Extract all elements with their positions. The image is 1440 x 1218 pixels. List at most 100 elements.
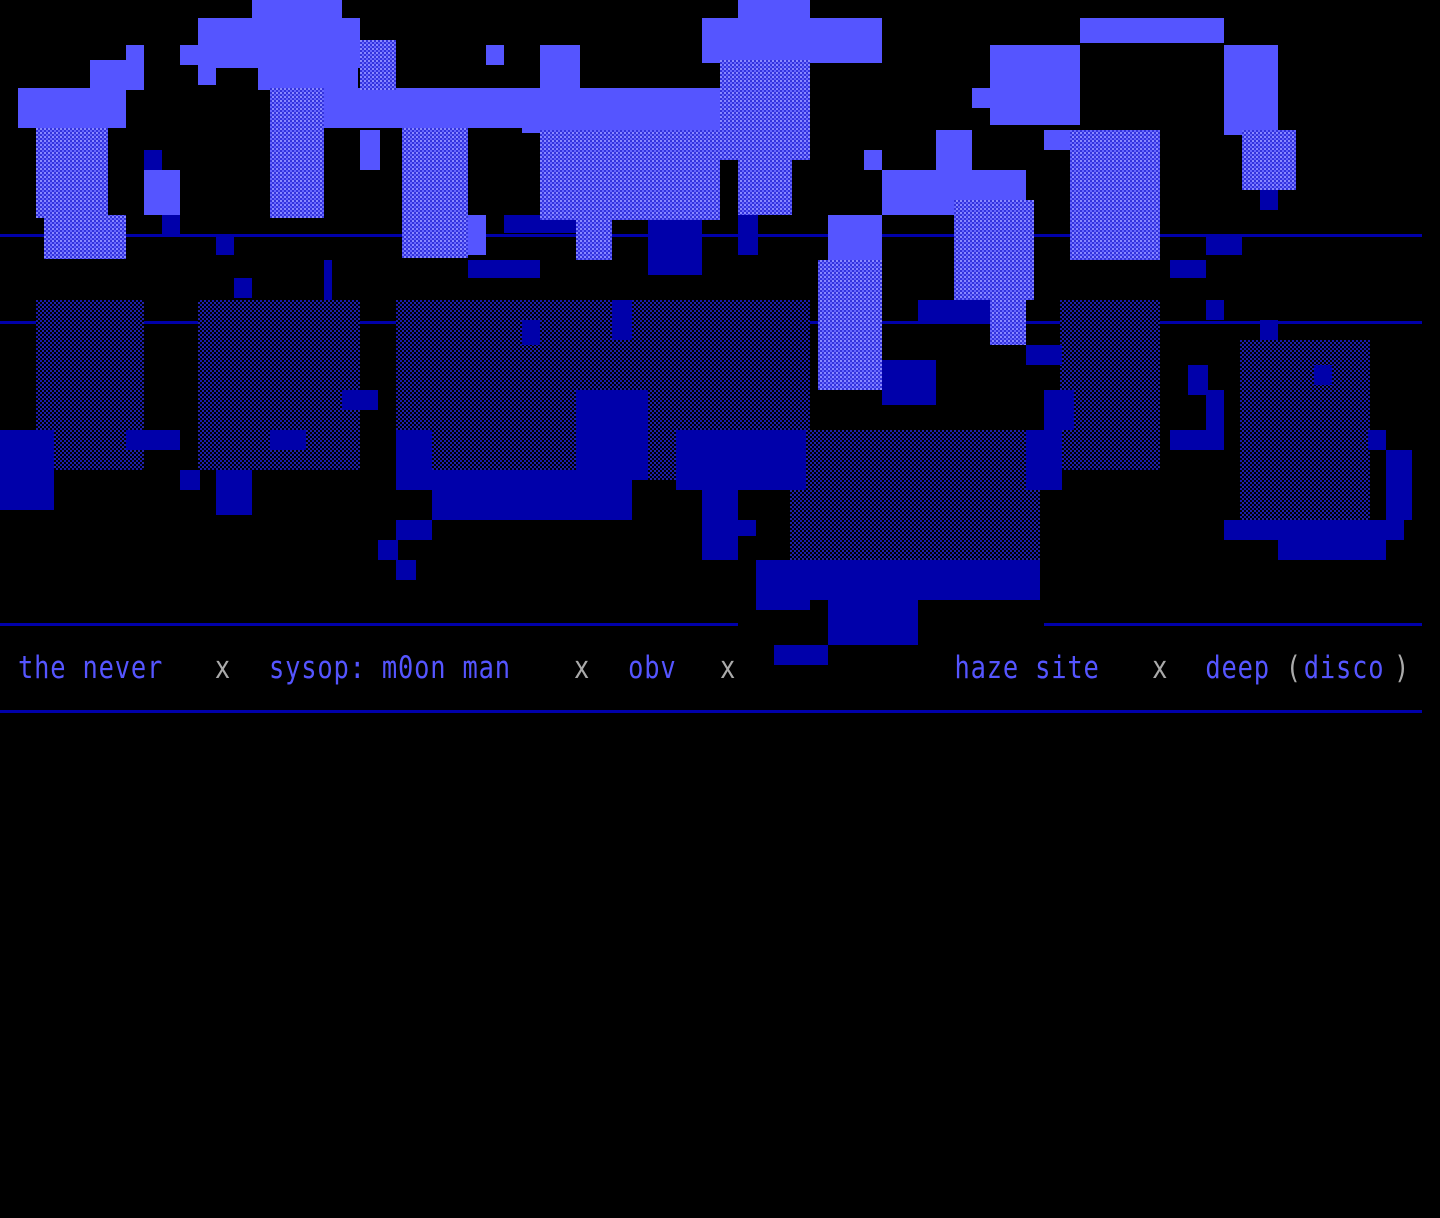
art-block: [1170, 430, 1206, 450]
art-block: [468, 215, 486, 255]
separator: x: [1152, 650, 1169, 686]
art-block: [1170, 260, 1206, 278]
art-block: [1080, 18, 1224, 43]
art-block: [126, 430, 180, 450]
art-block: [36, 128, 108, 218]
art-block: [378, 540, 398, 560]
art-block: [1240, 340, 1370, 520]
art-block: [360, 40, 396, 90]
art-block: [990, 45, 1080, 125]
art-block: [234, 278, 252, 298]
art-block: [162, 215, 180, 235]
art-block: [954, 200, 1034, 300]
art-block: [972, 88, 1008, 108]
art-block: [1224, 45, 1278, 135]
art-block: [396, 520, 432, 540]
art-block: [1368, 430, 1386, 450]
art-block: [648, 215, 702, 275]
art-block: [216, 470, 252, 515]
credit-sysop: sysop: m0on man: [268, 650, 511, 686]
art-block: [612, 300, 632, 340]
art-block: [270, 88, 324, 218]
art-block: [738, 215, 758, 255]
art-block: [738, 160, 792, 215]
credit-haze-site: haze site: [954, 650, 1100, 686]
art-block: [0, 234, 1422, 237]
art-block: [990, 290, 1026, 345]
art-block: [270, 430, 306, 450]
art-block: [0, 710, 1422, 713]
separator: x: [574, 650, 591, 686]
credit-deep: deep: [1205, 650, 1270, 686]
separator: x: [719, 650, 737, 686]
art-block: [144, 150, 162, 175]
paren-close: ): [1394, 650, 1411, 686]
art-block: [522, 320, 540, 345]
art-block: [1044, 130, 1074, 150]
art-block: [198, 18, 360, 68]
art-block: [774, 645, 828, 665]
credit-the-never: the never: [18, 650, 164, 686]
art-block: [1060, 300, 1160, 470]
art-block: [1026, 345, 1062, 365]
art-block: [324, 260, 332, 300]
art-block: [810, 560, 1040, 600]
credit-obv: obv: [628, 650, 677, 686]
art-block: [1026, 430, 1062, 490]
art-block: [738, 0, 810, 20]
art-block: [540, 130, 720, 220]
art-block: [1224, 520, 1404, 540]
art-block: [756, 560, 810, 610]
art-block: [882, 360, 936, 405]
art-block: [522, 88, 720, 133]
art-block: [1206, 300, 1224, 320]
art-block: [702, 18, 882, 63]
art-block: [828, 600, 918, 645]
art-block: [0, 430, 54, 510]
art-block: [180, 45, 198, 65]
art-block: [258, 60, 358, 90]
art-block: [324, 88, 540, 128]
art-block: [402, 128, 468, 258]
art-block: [0, 623, 738, 626]
paren-open: (: [1285, 650, 1302, 686]
art-block: [576, 215, 612, 260]
art-block: [126, 45, 144, 65]
art-block: [1242, 130, 1296, 190]
art-block: [702, 490, 738, 560]
art-block: [1188, 365, 1208, 395]
art-block: [1386, 450, 1412, 520]
art-block: [864, 18, 882, 43]
separator: x: [214, 650, 231, 686]
art-block: [818, 260, 882, 390]
art-block: [1206, 235, 1242, 255]
art-block: [342, 390, 378, 410]
art-block: [720, 60, 810, 160]
art-block: [18, 88, 126, 128]
art-block: [144, 170, 180, 215]
art-block: [1044, 623, 1422, 626]
art-block: [1314, 365, 1332, 385]
footer-credits: the never x sysop: m0on man x obv x haze…: [0, 646, 1409, 690]
art-block: [1206, 390, 1224, 450]
art-block: [486, 45, 504, 65]
art-block: [252, 0, 342, 20]
art-block: [676, 430, 806, 490]
art-block: [1070, 130, 1160, 260]
ansi-art-logo: [0, 0, 1422, 713]
art-block: [360, 130, 380, 170]
art-block: [396, 560, 416, 580]
art-block: [216, 235, 234, 255]
art-block: [576, 390, 648, 480]
art-block: [1278, 540, 1386, 560]
art-block: [180, 470, 200, 490]
art-block: [1044, 390, 1074, 430]
art-block: [468, 260, 540, 278]
art-block: [44, 215, 126, 259]
art-block: [198, 65, 216, 85]
art-block: [864, 150, 882, 170]
credit-disco: disco: [1303, 650, 1385, 686]
art-block: [1260, 320, 1278, 340]
art-block: [396, 430, 432, 490]
art-block: [738, 520, 756, 536]
